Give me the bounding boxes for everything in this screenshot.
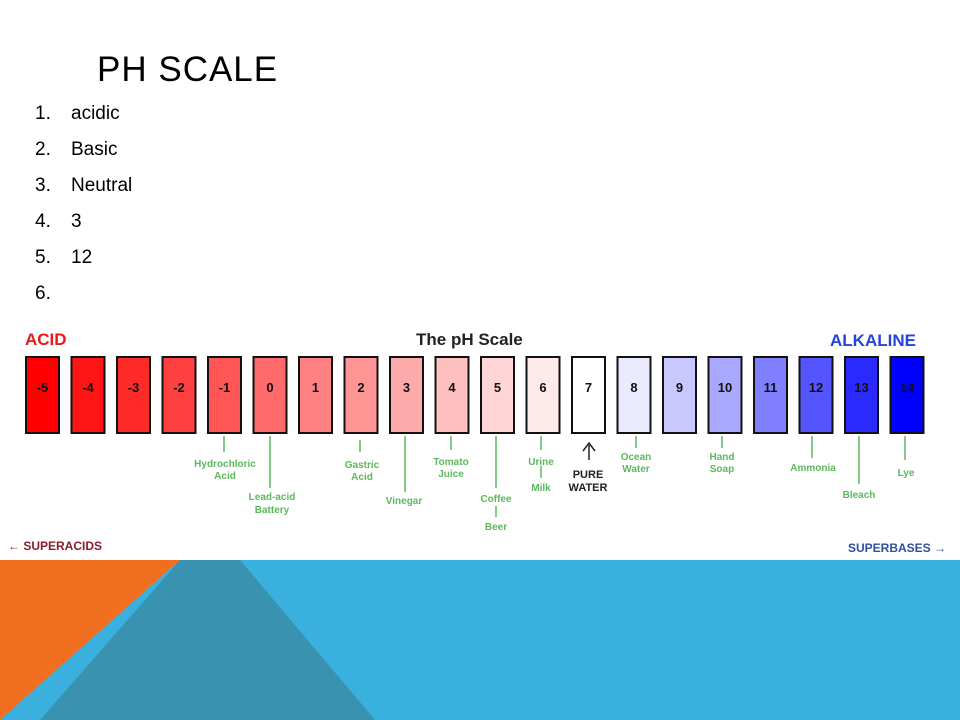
ph-scale-figure: ACID The pH Scale ALKALINE -5 -4 -3 -2 -1 0 1 2… xyxy=(8,330,946,555)
lye-label: Lye xyxy=(898,468,915,479)
list-number: 5. xyxy=(35,247,51,268)
list-item: 5. 12 xyxy=(35,247,132,283)
list-number: 1. xyxy=(35,103,51,124)
list-text: 3 xyxy=(71,211,82,232)
superacids-label: ← SUPERACIDS xyxy=(8,539,102,553)
ph-box-value: 3 xyxy=(403,380,410,395)
footer-orange-triangle xyxy=(0,560,180,720)
up-arrow-icon xyxy=(582,441,596,452)
ph-box xyxy=(753,356,788,434)
ph-box xyxy=(798,356,834,434)
list-number: 6. xyxy=(35,283,51,304)
ph-box-value: 6 xyxy=(539,380,546,395)
ph-box-value: -4 xyxy=(82,380,94,395)
ph-box xyxy=(571,356,606,434)
answer-list: 1. acidic 2. Basic 3. Neutral 4. 3 5. 12 6. xyxy=(35,103,132,319)
alkaline-label: ALKALINE xyxy=(830,331,916,350)
list-item: 4. 3 xyxy=(35,211,132,247)
ph-box-value: 1 xyxy=(312,380,319,395)
ph-box-value: 7 xyxy=(585,380,592,395)
footer-decoration xyxy=(0,560,960,720)
ph-box-value: -3 xyxy=(128,380,140,395)
list-number: 3. xyxy=(35,175,51,196)
ph-box xyxy=(480,356,515,434)
substance-labels: Hydrochloric Acid Lead-acid Battery Gastri… xyxy=(194,452,915,533)
scale-title: The pH Scale xyxy=(416,330,523,349)
ph-box xyxy=(616,356,652,434)
list-text: Neutral xyxy=(71,175,133,196)
ph-box xyxy=(889,356,925,434)
beer-label: Beer xyxy=(485,522,507,533)
ph-box xyxy=(525,356,561,434)
pure-water-label: PURE WATER xyxy=(569,469,608,494)
list-item: 6. xyxy=(35,283,132,319)
ph-box xyxy=(25,356,60,434)
urine-label: Urine xyxy=(528,457,554,468)
slide-title: PH SCALE xyxy=(97,50,279,89)
lead-acid-battery-label: Lead-acid Battery xyxy=(249,492,296,516)
ph-box xyxy=(343,356,379,434)
ph-box-value: 14 xyxy=(900,380,915,395)
vinegar-label: Vinegar xyxy=(386,496,423,507)
ph-box-value: 5 xyxy=(494,380,501,395)
list-item: 1. acidic xyxy=(35,103,132,139)
hydrochloric-acid-label: Hydrochloric Acid xyxy=(194,459,256,482)
ph-box-value: 0 xyxy=(266,380,273,395)
ocean-water-label: Ocean Water xyxy=(621,452,652,475)
ph-box-value: 13 xyxy=(854,380,868,395)
ph-box-value: -5 xyxy=(37,380,49,395)
hand-soap-label: Hand Soap xyxy=(710,452,735,475)
list-number: 2. xyxy=(35,139,51,160)
ph-box xyxy=(434,356,470,434)
list-text: acidic xyxy=(71,103,120,124)
connector-lines xyxy=(223,436,906,517)
ph-box xyxy=(116,356,151,434)
list-item: 3. Neutral xyxy=(35,175,132,211)
ph-box-value: -2 xyxy=(173,380,185,395)
ph-box xyxy=(252,356,288,434)
ph-box-value: 9 xyxy=(676,380,683,395)
tomato-juice-label: Tomato Juice xyxy=(433,457,468,480)
pure-water-marker: PURE WATER xyxy=(569,441,608,494)
acid-label: ACID xyxy=(25,330,67,349)
milk-label: Milk xyxy=(531,483,551,494)
footer-dark-triangle xyxy=(40,560,375,720)
list-text: Basic xyxy=(71,139,118,160)
ammonia-label: Ammonia xyxy=(790,463,836,474)
list-text: 12 xyxy=(71,247,93,268)
ph-box-value: 10 xyxy=(718,380,732,395)
ph-box-value: 11 xyxy=(764,380,778,395)
ph-box-value: -1 xyxy=(219,380,231,395)
ph-box-value: 2 xyxy=(357,380,364,395)
ph-boxes: -5 -4 -3 -2 -1 0 1 2 3 4 5 6 7 8 9 10 11 12 13 14 xyxy=(25,356,925,434)
ph-box xyxy=(707,356,743,434)
superbases-label: SUPERBASES → xyxy=(848,541,946,555)
ph-box xyxy=(662,356,697,434)
list-item: 2. Basic xyxy=(35,139,132,175)
ph-box-value: 12 xyxy=(809,380,823,395)
ph-box-value: 8 xyxy=(630,380,637,395)
gastric-acid-label: Gastric Acid xyxy=(345,460,380,483)
ph-box xyxy=(207,356,242,434)
coffee-label: Coffee xyxy=(480,494,512,505)
list-number: 4. xyxy=(35,211,51,232)
ph-box xyxy=(389,356,424,434)
ph-box xyxy=(70,356,106,434)
bleach-label: Bleach xyxy=(843,490,876,501)
ph-box xyxy=(844,356,879,434)
ph-box-value: 4 xyxy=(448,380,456,395)
ph-box xyxy=(161,356,197,434)
ph-box xyxy=(298,356,333,434)
